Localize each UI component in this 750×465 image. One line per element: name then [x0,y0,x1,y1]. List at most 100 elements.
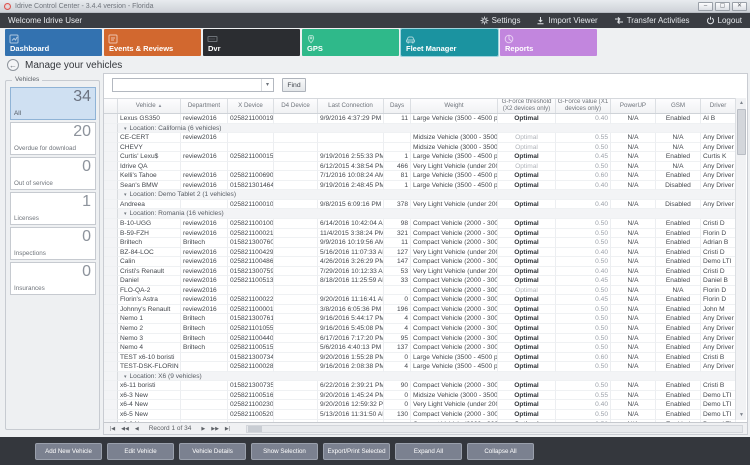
back-button[interactable]: ← [7,59,19,71]
prev-page-button[interactable]: ◀◀ [121,425,129,432]
table-row[interactable]: Curtis' Lexu$ review2016 025821100015 9/19/… [104,152,736,162]
table-row[interactable]: x6-5 New 025821100520 5/13/2016 11:31:50 A… [104,409,736,420]
table-row[interactable]: Nemo 1 Briltech 015821300761 9/16/2016 5:44… [104,314,736,325]
cell-x-device: 015821300734 [228,352,274,363]
table-row[interactable]: Nemo 3 Briltech 025821100440 6/17/2016 7:17… [104,333,736,344]
collapse-icon[interactable]: ▾ [124,373,127,380]
scroll-down-icon[interactable]: ▼ [739,412,744,418]
table-row[interactable]: Briltech Briltech 015821300760 9/9/2016 10:… [104,238,736,248]
table-row[interactable]: x6-3 New 025821100516 9/20/2016 1:45:24 PM… [104,390,736,401]
collapse-icon[interactable]: ▾ [124,125,127,132]
table-row[interactable]: Cristi's Renault review2016 015821300759 7/… [104,266,736,277]
table-row[interactable]: Nemo 4 Briltech 025821100515 5/6/2016 4:40:… [104,343,736,353]
tab-dvr[interactable]: Dvr [203,29,300,56]
download-icon [536,16,545,25]
minimize-button[interactable]: – [698,1,713,11]
table-row[interactable]: Johnny's Renault review2016 025821100001 3/… [104,304,736,315]
column-header-gforce-value[interactable]: G-Force value (X1 devices only) [556,99,611,113]
filter-card-out-of-service[interactable]: 0 Out of service [10,157,96,190]
filter-card-overdue-for-download[interactable]: 20 Overdue for download [10,122,96,155]
first-record-button[interactable]: |◀ [110,425,116,432]
table-row[interactable]: Calin review2016 025821100486 4/26/2016 3:2… [104,257,736,267]
column-header-driver[interactable]: Driver [701,99,736,113]
column-header-department[interactable]: Department [181,99,228,113]
cell-x-device [228,133,274,143]
collapse-icon[interactable]: ▾ [124,192,127,199]
collapse-icon[interactable]: ▾ [124,211,127,218]
column-header-weight[interactable]: Weight [411,99,498,113]
maximize-button[interactable]: ▢ [715,1,730,11]
cell-gforce-threshold: Optimal [498,142,556,153]
next-page-button[interactable]: ▶▶ [211,425,219,432]
column-header-gforce-threshold[interactable]: G-Force threshold (X2 devices only) [498,99,556,113]
column-header-days[interactable]: Days [384,99,411,113]
tab-gps[interactable]: GPS [302,29,399,56]
table-row[interactable]: Florin's Astra review2016 025821100022 9/20… [104,295,736,305]
vertical-scrollbar[interactable]: ▲ ▼ [735,98,746,420]
last-record-button[interactable]: ▶| [224,425,231,432]
column-header-gsm[interactable]: GSM [656,99,701,113]
hscroll-thumb[interactable] [248,425,263,432]
table-row[interactable]: Kelli's Tahoe review2016 025821100690 7/1/2… [104,171,736,181]
vehicle-details-button[interactable]: Vehicle Details [179,442,246,460]
table-row[interactable]: Idrive QA 6/12/2015 4:38:54 PM 466 Very Lig… [104,161,736,172]
find-button[interactable]: Find [282,78,306,92]
table-row[interactable]: Lexus GS350 review2016 025821100019 9/9/201… [104,114,736,124]
column-header-last-connection[interactable]: Last Connection [318,99,384,113]
cell-days: 0 [384,295,411,305]
gear-icon [480,16,489,25]
tab-dashboard[interactable]: Dashboard [5,29,102,56]
tab-reports[interactable]: Reports [500,29,597,56]
import-viewer-button[interactable]: Import Viewer [536,16,598,25]
export-print-selected-button[interactable]: Export/Print Selected [323,442,390,460]
logout-button[interactable]: Logout [706,16,742,25]
table-row[interactable]: B-10-UGG review2016 025821100100 6/14/2016 … [104,219,736,229]
group-row[interactable]: ▾ Location: Demo Tablet 2 (1 vehicles) [104,190,736,200]
filter-card-licenses[interactable]: 1 Licenses [10,192,96,225]
cell-days [384,133,411,143]
tab-fleet-manager[interactable]: Fleet Manager [400,28,499,57]
group-row[interactable]: ▾ Location: California (6 vehicles) [104,123,736,134]
column-header-d4-device[interactable]: D4 Device [274,99,318,113]
group-row[interactable]: ▾ Location: Romania (16 vehicles) [104,209,736,220]
search-input[interactable]: ▾ [112,78,274,92]
transfer-activities-button[interactable]: Transfer Activities [614,16,690,25]
table-row[interactable]: TEST-DSK-FLORIN 025821100028 9/16/2016 2:0… [104,362,736,372]
table-row[interactable]: FLO-QA-2 review2016 Compact Vehicle (2000 … [104,285,736,296]
column-header-x-device[interactable]: X Device [228,99,274,113]
cell-days: 11 [384,114,411,124]
filter-card-insurances[interactable]: 0 Insurances [10,262,96,295]
table-row[interactable]: B-59-FZH review2016 025821100021 11/4/2015 … [104,228,736,239]
next-record-button[interactable]: ▶ [201,425,206,432]
table-row[interactable]: x6-4 New 025821100230 9/20/2016 12:59:32 P… [104,400,736,410]
horizontal-scrollbar[interactable] [246,424,743,433]
table-row[interactable]: Andreea 025821100010 9/8/2015 6:09:16 PM 37… [104,199,736,210]
chevron-down-icon[interactable]: ▾ [261,79,273,91]
filter-card-all[interactable]: 34 All [10,87,96,120]
table-row[interactable]: x6-11 boristi 015821300735 6/22/2016 2:39:… [104,381,736,391]
column-header-powerup[interactable]: PowerUP [611,99,656,113]
filter-card-inspections[interactable]: 0 Inspections [10,227,96,260]
group-row[interactable]: ▾ Location: X6 (9 vehicles) [104,371,736,382]
cell-gforce-threshold: Optimal [498,400,556,410]
edit-vehicle-button[interactable]: Edit Vehicle [107,442,174,460]
table-row[interactable]: Nemo 2 Briltech 025821101055 9/16/2016 5:45… [104,324,736,334]
scrollbar-thumb[interactable] [737,109,746,155]
close-button[interactable]: ✕ [732,1,747,11]
table-row[interactable]: Daniel review2016 025821100513 8/18/2016 11… [104,276,736,286]
collapse-all-button[interactable]: Collapse All [467,442,534,460]
table-row[interactable]: CE-CERT review2016 Midsize Vehicle (3000 -… [104,133,736,143]
cell-gforce-value: 0.45 [556,295,611,305]
add-new-vehicle-button[interactable]: Add New Vehicle [35,442,102,460]
settings-button[interactable]: Settings [480,16,520,25]
scroll-up-icon[interactable]: ▲ [739,100,744,106]
expand-all-button[interactable]: Expand All [395,442,462,460]
table-row[interactable]: Sean's BMW review2016 015821301464 9/19/201… [104,180,736,191]
table-row[interactable]: CHEVY Midsize Vehicle (3000 - 3500 pounds… [104,142,736,153]
tab-events-reviews[interactable]: Events & Reviews [104,29,201,56]
show-selection-button[interactable]: Show Selection [251,442,318,460]
table-row[interactable]: TEST x6-10 boristi 015821300734 9/20/2016 … [104,352,736,363]
table-row[interactable]: BZ-84-LOC review2016 025821100429 5/16/2016… [104,247,736,258]
column-header-vehicle[interactable]: Vehicle ▲ [118,99,181,113]
prev-record-button[interactable]: ◀ [134,425,139,432]
